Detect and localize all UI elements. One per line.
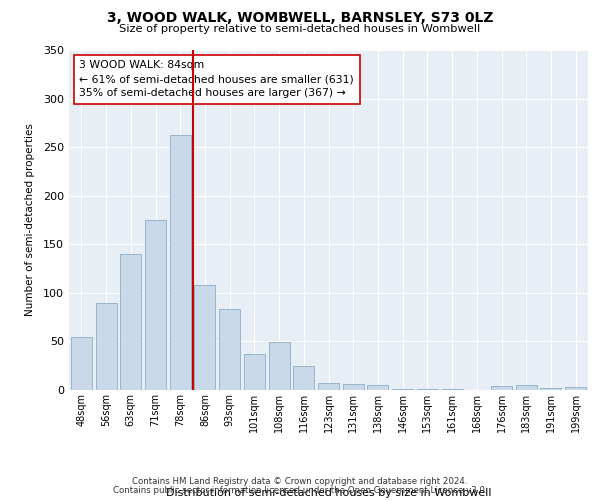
Bar bbox=[170, 134, 191, 390]
Bar bbox=[318, 383, 339, 390]
Bar bbox=[269, 342, 290, 390]
Bar bbox=[516, 385, 537, 390]
Bar bbox=[442, 389, 463, 390]
Bar bbox=[95, 302, 116, 390]
Bar bbox=[343, 384, 364, 390]
Text: 3 WOOD WALK: 84sqm
← 61% of semi-detached houses are smaller (631)
35% of semi-d: 3 WOOD WALK: 84sqm ← 61% of semi-detache… bbox=[79, 60, 354, 98]
Text: Contains public sector information licensed under the Open Government Licence v3: Contains public sector information licen… bbox=[113, 486, 487, 495]
Bar bbox=[219, 310, 240, 390]
Bar bbox=[367, 385, 388, 390]
Bar bbox=[71, 336, 92, 390]
Bar bbox=[491, 386, 512, 390]
Bar bbox=[565, 387, 586, 390]
Bar bbox=[392, 389, 413, 390]
Bar bbox=[120, 254, 141, 390]
Text: Contains HM Land Registry data © Crown copyright and database right 2024.: Contains HM Land Registry data © Crown c… bbox=[132, 477, 468, 486]
Bar bbox=[194, 285, 215, 390]
Bar bbox=[293, 366, 314, 390]
Bar bbox=[244, 354, 265, 390]
Text: Size of property relative to semi-detached houses in Wombwell: Size of property relative to semi-detach… bbox=[119, 24, 481, 34]
X-axis label: Distribution of semi-detached houses by size in Wombwell: Distribution of semi-detached houses by … bbox=[166, 488, 491, 498]
Y-axis label: Number of semi-detached properties: Number of semi-detached properties bbox=[25, 124, 35, 316]
Text: 3, WOOD WALK, WOMBWELL, BARNSLEY, S73 0LZ: 3, WOOD WALK, WOMBWELL, BARNSLEY, S73 0L… bbox=[107, 11, 493, 25]
Bar bbox=[145, 220, 166, 390]
Bar bbox=[541, 388, 562, 390]
Bar bbox=[417, 389, 438, 390]
